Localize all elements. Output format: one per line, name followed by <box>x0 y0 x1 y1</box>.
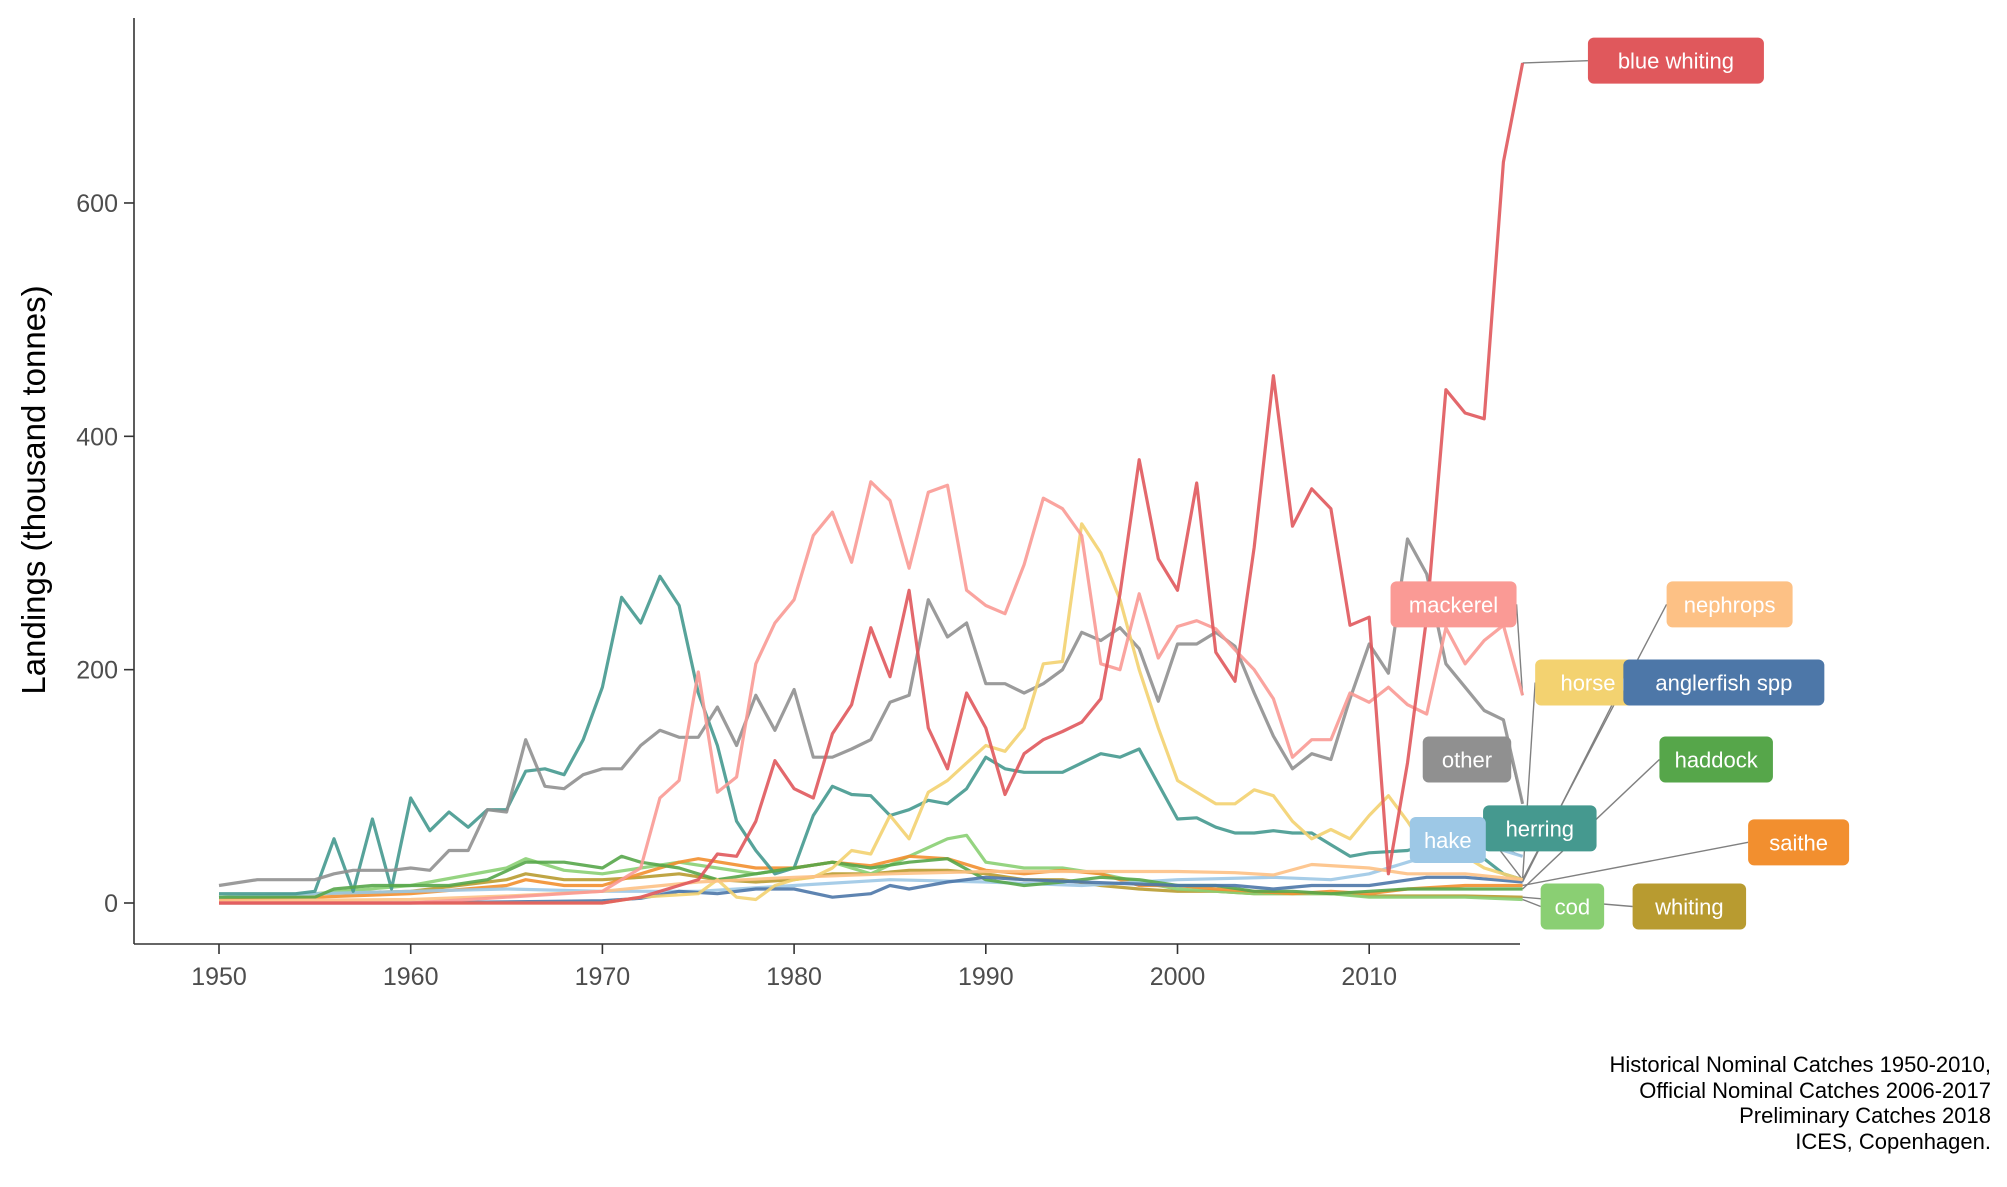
series-label-text: nephrops <box>1684 592 1776 617</box>
series-label-box <box>1587 37 1764 84</box>
series-label: haddock <box>1659 736 1773 783</box>
series-label-text: other <box>1442 747 1492 772</box>
label-leader <box>1515 604 1524 696</box>
series-label-text: whiting <box>1654 895 1723 920</box>
series-label-text: anglerfish spp <box>1655 670 1792 695</box>
series-label: other <box>1422 736 1512 783</box>
series-line <box>219 574 1524 896</box>
series-label: hake <box>1409 816 1486 863</box>
axes <box>133 18 1520 945</box>
series-label-box <box>1390 581 1517 628</box>
series-label-text: blue whiting <box>1618 49 1734 74</box>
x-tick-label: 2010 <box>1341 963 1397 991</box>
y-axis-label: Landings (thousand tonnes) <box>15 285 52 694</box>
series-label-text: hake <box>1424 828 1472 853</box>
x-tick-label: 1960 <box>383 963 439 991</box>
series-label: saithe <box>1748 819 1850 866</box>
series-line <box>219 854 1523 899</box>
y-tick-label: 400 <box>76 423 118 451</box>
series-label-text: herring <box>1506 816 1574 841</box>
series-label-box <box>1623 659 1825 706</box>
series-label-box <box>1666 581 1793 628</box>
series-label: whiting <box>1632 883 1747 930</box>
tick-marks: 1950 1960 1970 1980 1990 2000 2010 0 200 400 600 <box>76 190 1397 991</box>
series-label: cod <box>1540 883 1605 930</box>
series-label: mackerel <box>1390 581 1517 628</box>
series-line <box>218 537 1525 888</box>
series-line <box>219 480 1525 905</box>
label-leader <box>1521 682 1624 883</box>
x-tick-label: 2000 <box>1150 963 1206 991</box>
series-label: nephrops <box>1666 581 1793 628</box>
series-label-text: saithe <box>1769 830 1828 855</box>
caption-line: Official Nominal Catches 2006-2017 <box>1639 1077 1991 1103</box>
x-tick-label: 1980 <box>766 963 822 991</box>
series-label-box <box>1632 883 1747 930</box>
series-label-box <box>1540 883 1605 930</box>
series-label-box <box>1659 736 1773 783</box>
series-label-box <box>1409 816 1486 863</box>
series-label-text: haddock <box>1675 747 1759 772</box>
series-line <box>219 522 1524 905</box>
label-leader <box>1522 59 1588 64</box>
x-tick-label: 1990 <box>958 963 1014 991</box>
caption-line: Historical Nominal Catches 1950-2010, <box>1609 1052 1991 1077</box>
series-label: blue whiting <box>1587 37 1764 84</box>
series-line <box>219 62 1525 905</box>
series-line <box>219 875 1523 905</box>
label-leader <box>1522 841 1749 887</box>
series-label-text: cod <box>1555 895 1590 920</box>
caption-line: Preliminary Catches 2018 <box>1739 1103 1991 1128</box>
series-label-box <box>1748 819 1850 866</box>
x-tick-label: 1970 <box>575 963 631 991</box>
x-tick-label: 1950 <box>191 963 247 991</box>
y-tick-label: 0 <box>104 890 118 918</box>
series-label-box <box>1483 805 1597 852</box>
series-label: herring <box>1483 805 1597 852</box>
series-label: anglerfish spp <box>1623 659 1825 706</box>
caption-line: ICES, Copenhagen. <box>1795 1128 1991 1154</box>
series-label-box <box>1422 736 1512 783</box>
label-leader <box>1522 898 1541 908</box>
y-tick-label: 200 <box>76 657 118 685</box>
source-caption: Historical Nominal Catches 1950-2010, Of… <box>1609 1052 1991 1154</box>
series-label-text: mackerel <box>1409 592 1498 617</box>
series-lines <box>218 62 1525 905</box>
y-tick-label: 600 <box>76 190 118 218</box>
